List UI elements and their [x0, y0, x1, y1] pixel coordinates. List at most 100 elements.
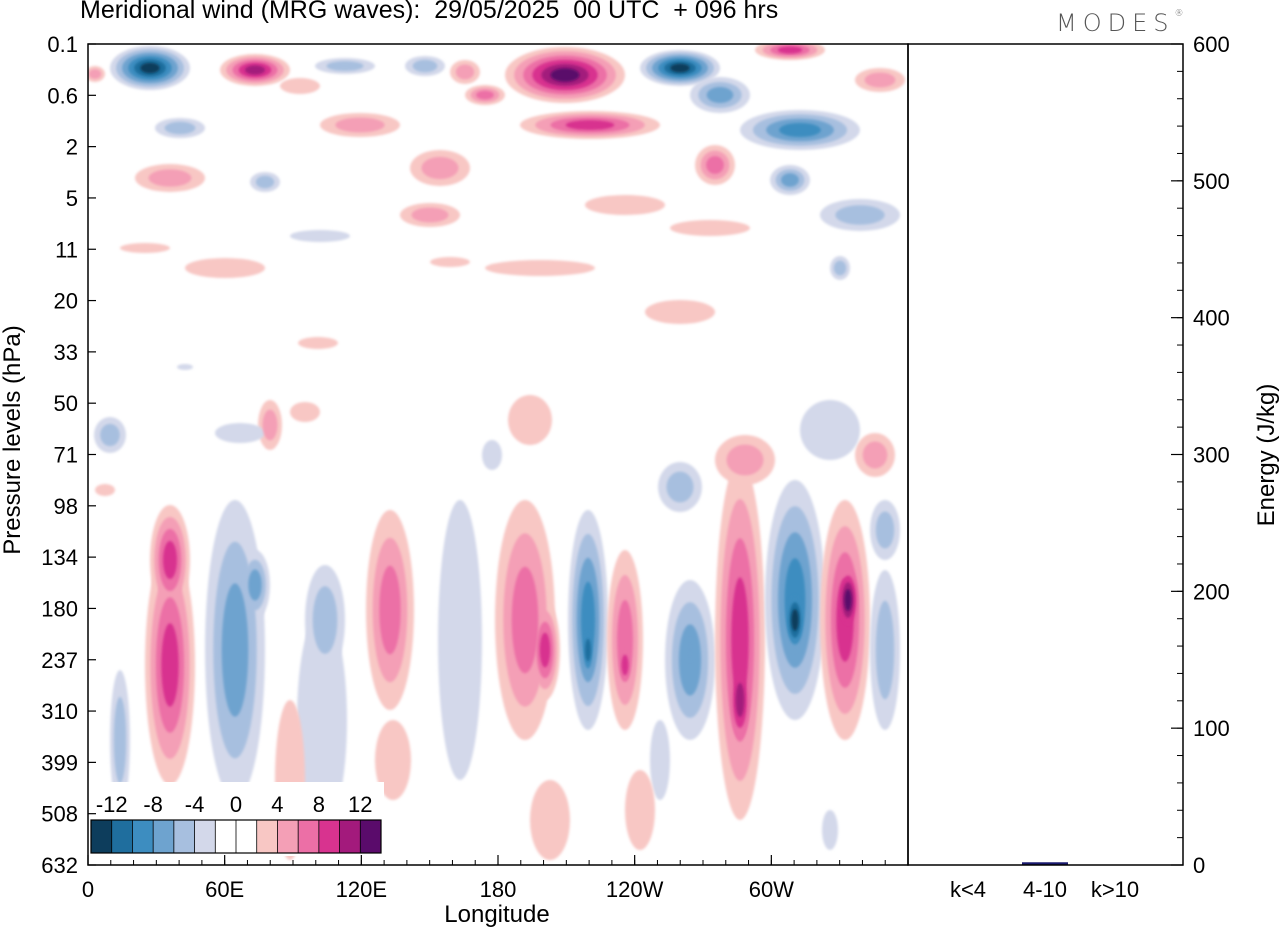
energy-y-tick-label: 200 — [1193, 579, 1230, 604]
colorbar-label: 12 — [348, 792, 372, 817]
wind-contour — [670, 63, 690, 73]
colorbar-swatch — [91, 820, 113, 853]
wind-contour — [411, 207, 449, 223]
wind-contour — [731, 577, 749, 703]
wind-contour — [833, 260, 847, 276]
wind-contour — [412, 59, 438, 73]
wind-contour — [482, 440, 502, 470]
colorbar-swatch — [173, 820, 196, 853]
wind-contour — [844, 589, 852, 611]
wind-contour — [476, 90, 494, 100]
colorbar-label: -12 — [96, 792, 128, 817]
x-tick-label: 180 — [480, 877, 517, 902]
wind-contour — [262, 409, 278, 441]
wind-contour — [875, 511, 895, 549]
energy-y-tick-label: 300 — [1193, 443, 1230, 468]
wind-contour — [550, 68, 580, 82]
wind-contour — [164, 121, 196, 135]
wind-contour — [666, 471, 694, 503]
wind-contour — [221, 583, 249, 717]
wind-contour — [140, 62, 160, 74]
x-tick-label: 120W — [606, 877, 664, 902]
wind-contour — [670, 220, 750, 236]
y-tick-label: 508 — [41, 802, 78, 827]
wind-contour — [290, 230, 350, 242]
wind-contour — [438, 500, 482, 780]
wind-contour — [100, 423, 120, 447]
y-tick-label: 399 — [41, 750, 78, 775]
wind-contour — [298, 337, 338, 349]
wind-contour — [120, 243, 170, 253]
wind-contour — [511, 566, 539, 674]
energy-bar — [1022, 862, 1068, 865]
wind-contour — [777, 46, 803, 54]
x-axis-label: Longitude — [444, 901, 549, 928]
colorbar-swatch — [339, 820, 361, 853]
wind-contour — [326, 61, 364, 71]
energy-y-tick-label: 400 — [1193, 306, 1230, 331]
wind-contour — [290, 402, 320, 422]
y-tick-label: 71 — [54, 443, 78, 468]
colorbar-swatch — [194, 820, 216, 853]
y-tick-label: 5 — [66, 186, 78, 211]
y-tick-label: 98 — [54, 494, 78, 519]
y-tick-label: 2 — [66, 135, 78, 160]
colorbar: -12 -8 -4 0 4 8 12 — [88, 782, 384, 856]
y-tick-label: 0.1 — [47, 32, 78, 57]
colorbar-swatch — [236, 820, 258, 853]
colorbar-swatch — [360, 820, 382, 853]
y-tick-label: 237 — [41, 648, 78, 673]
wind-contour — [650, 720, 670, 800]
colorbar-label: 0 — [230, 792, 242, 817]
colorbar-label: 4 — [271, 792, 283, 817]
wind-contour — [185, 258, 265, 278]
axes: 0.1 0.6 2 5 11 20 33 50 71 98 134 180 237 310 399 508 63… — [0, 32, 1280, 928]
x-tick-label: 0 — [82, 877, 94, 902]
wind-contour — [645, 300, 715, 324]
energy-y-tick-label: 600 — [1193, 32, 1230, 57]
colorbar-swatch — [215, 820, 237, 853]
colorbar-swatch — [111, 820, 133, 853]
wind-contour — [248, 569, 262, 601]
wind-contour — [113, 696, 127, 784]
energy-category-label: k<4 — [950, 877, 986, 902]
y-tick-label: 310 — [41, 699, 78, 724]
y-tick-label: 632 — [41, 853, 78, 878]
wind-contour — [161, 623, 179, 707]
y-tick-label: 20 — [54, 289, 78, 314]
energy-panel: k<4 4-10 k>10 — [945, 862, 1139, 902]
wind-contour — [88, 69, 102, 79]
wind-contour — [455, 64, 475, 80]
wind-contour — [163, 540, 177, 580]
wind-contour — [726, 444, 764, 476]
wind-contour — [822, 810, 838, 850]
wind-contour — [864, 72, 896, 88]
wind-contour — [95, 484, 115, 496]
colorbar-swatch — [132, 820, 154, 853]
wind-contour — [835, 205, 885, 225]
y-tick-label: 134 — [41, 545, 78, 570]
wind-contour — [297, 610, 347, 830]
x-tick-label: 60W — [749, 877, 794, 902]
energy-category-label: k>10 — [1091, 877, 1139, 902]
wind-contour — [485, 260, 595, 276]
x-tick-label: 120E — [336, 877, 387, 902]
colorbar-swatch — [298, 820, 320, 853]
wind-contour — [177, 364, 193, 370]
energy-category-label: 4-10 — [1023, 877, 1067, 902]
wind-contour — [508, 395, 552, 445]
wind-contour — [379, 565, 401, 655]
wind-contour — [781, 173, 799, 187]
wind-contour — [245, 65, 265, 75]
energy-y-tick-label: 100 — [1193, 716, 1230, 741]
wind-contour — [530, 780, 570, 860]
y-tick-label: 11 — [55, 237, 78, 262]
wind-contour — [335, 117, 385, 133]
modes-logo: MODES® — [1056, 9, 1183, 37]
y-tick-label: 50 — [54, 391, 78, 416]
wind-contour — [706, 87, 734, 103]
wind-contour — [280, 78, 320, 94]
colorbar-swatch — [318, 820, 341, 853]
colorbar-label: -4 — [185, 792, 205, 817]
